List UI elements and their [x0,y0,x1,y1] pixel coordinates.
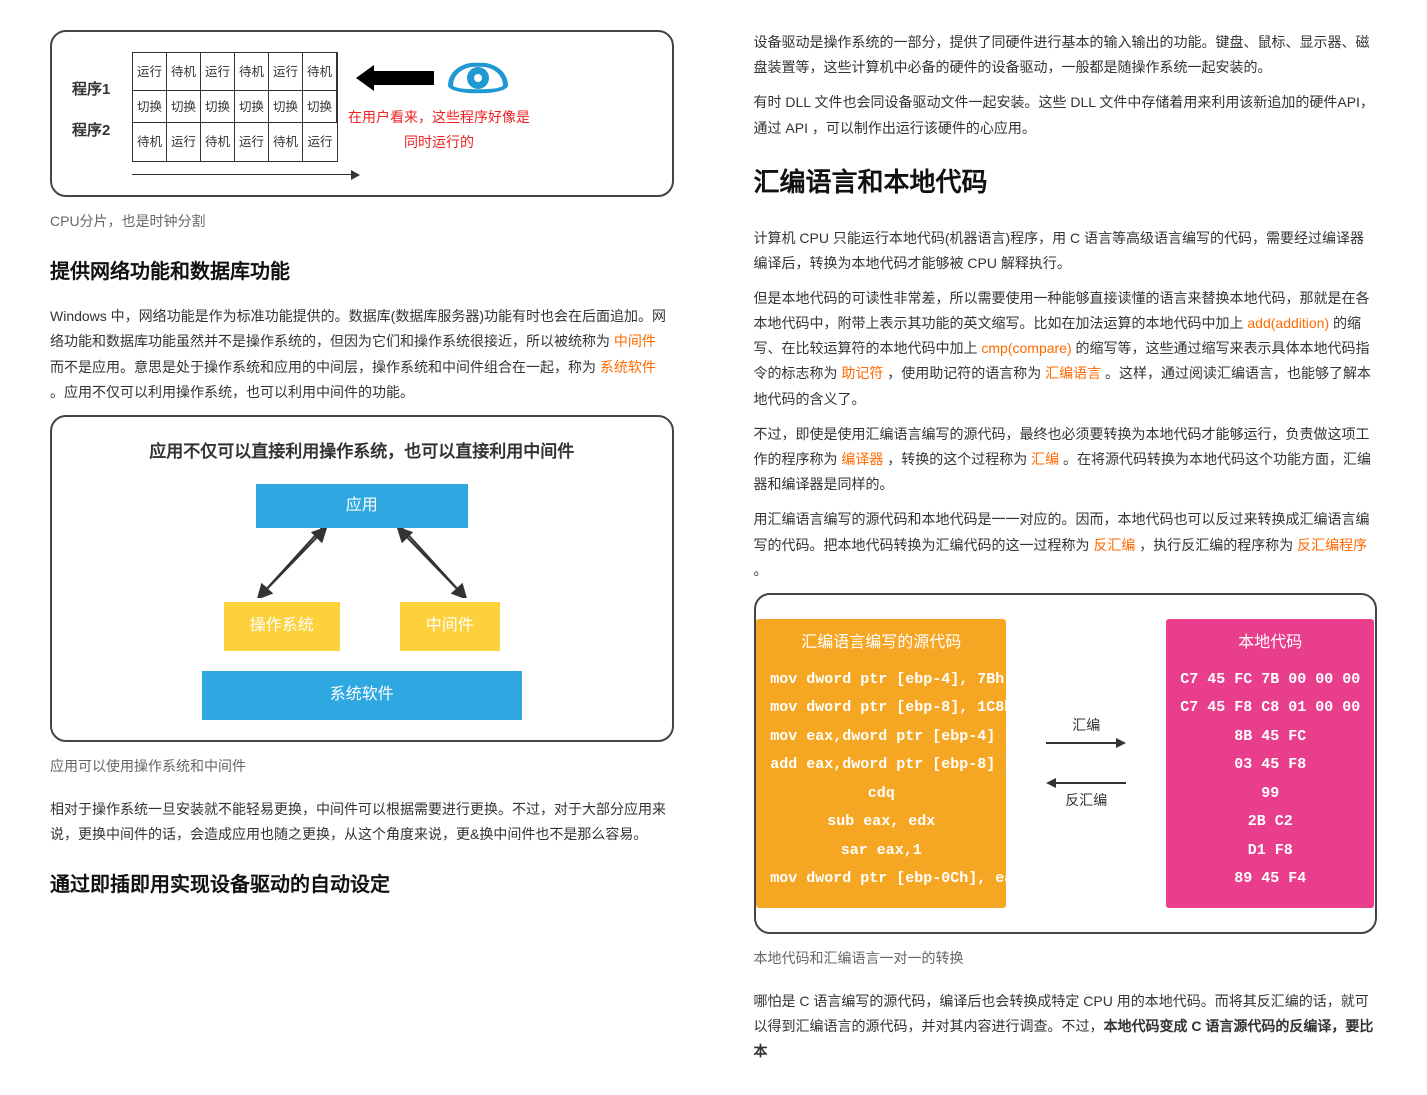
caption-2: 应用可以使用操作系统和中间件 [50,754,674,779]
link-disassembler[interactable]: 反汇编程序 [1297,537,1367,553]
d1-red-note: 在用户看来，这些程序好像是 同时运行的 [348,105,530,155]
paragraph-middleware: Windows 中，网络功能是作为标准功能提供的。数据库(数据库服务器)功能有时… [50,304,674,405]
link-mnemonic[interactable]: 助记符 [841,365,883,381]
link-disassemble[interactable]: 反汇编 [1093,537,1135,553]
paragraph-asm-1: 计算机 CPU 只能运行本地代码(机器语言)程序，用 C 语言等高级语言编写的代… [754,226,1378,276]
link-cmp[interactable]: cmp(compare) [981,340,1071,356]
heading-network-db: 提供网络功能和数据库功能 [50,254,674,290]
d2-sys-box: 系统软件 [202,671,522,720]
d1-prog1-label: 程序1 [72,76,132,103]
d3-mid-bot-label: 反汇编 [1046,788,1126,813]
asm-line: mov dword ptr [ebp-8], 1C8h [770,694,992,723]
link-add[interactable]: add(addition) [1247,315,1329,331]
hex-line: C7 45 F8 C8 01 00 00 [1180,694,1360,723]
asm-line: add eax,dword ptr [ebp-8] [770,751,992,780]
d1-cell: 运行 [201,53,235,91]
diagram-cpu-timeslice: 程序1 程序2 运行待机运行待机运行待机切换切换切换切换切换切换待机运行待机运行… [50,30,674,197]
time-axis-icon [132,174,352,175]
d1-cell: 切换 [167,91,201,123]
d1-cell: 待机 [235,53,269,91]
arrow-right-icon [1046,736,1126,750]
d2-app-box: 应用 [256,484,468,529]
d1-cell: 待机 [201,123,235,161]
asm-line: mov dword ptr [ebp-4], 7Bh [770,666,992,695]
d3-mid-arrows: 汇编 反汇编 [1046,619,1126,908]
big-arrow-left-icon [370,71,434,85]
diagram-asm-native: 汇编语言编写的源代码 mov dword ptr [ebp-4], 7Bhmov… [754,593,1378,934]
hex-line: D1 F8 [1180,837,1360,866]
d3-asm-block: 汇编语言编写的源代码 mov dword ptr [ebp-4], 7Bhmov… [756,619,1006,908]
hex-line: 99 [1180,780,1360,809]
d2-mw-box: 中间件 [400,602,500,651]
link-middleware[interactable]: 中间件 [614,333,656,349]
d2-arrows-icon [202,528,522,598]
d2-title: 应用不仅可以直接利用操作系统，也可以直接利用中间件 [72,437,652,468]
d1-prog2-label: 程序2 [72,117,132,144]
asm-line: cdq [770,780,992,809]
link-compiler[interactable]: 编译器 [841,451,883,467]
paragraph-asm-3: 不过，即使是使用汇编语言编写的源代码，最终也必须要转换为本地代码才能够运行，负责… [754,422,1378,498]
hex-line: 2B C2 [1180,808,1360,837]
d3-native-title: 本地代码 [1180,629,1360,658]
paragraph-asm-5: 哪怕是 C 语言编写的源代码，编译后也会转换成特定 CPU 用的本地代码。而将其… [754,989,1378,1065]
paragraph-dll: 有时 DLL 文件也会同设备驱动文件一起安装。这些 DLL 文件中存储着用来利用… [754,90,1378,140]
link-compile[interactable]: 汇编 [1031,451,1059,467]
right-column: 设备驱动是操作系统的一部分，提供了同硬件进行基本的输入输出的功能。键盘、鼠标、显… [754,20,1378,1075]
d1-cell: 切换 [201,91,235,123]
d1-cell: 运行 [133,53,167,91]
diagram-middleware: 应用不仅可以直接利用操作系统，也可以直接利用中间件 应用 [50,415,674,742]
asm-line: mov eax,dword ptr [ebp-4] [770,723,992,752]
heading-asm-native: 汇编语言和本地代码 [754,159,1378,206]
hex-line: 8B 45 FC [1180,723,1360,752]
link-system-software[interactable]: 系统软件 [600,359,656,375]
d2-os-box: 操作系统 [224,602,340,651]
paragraph-driver: 设备驱动是操作系统的一部分，提供了同硬件进行基本的输入输出的功能。键盘、鼠标、显… [754,30,1378,80]
hex-line: C7 45 FC 7B 00 00 00 [1180,666,1360,695]
d1-cell: 运行 [269,53,303,91]
d3-asm-title: 汇编语言编写的源代码 [770,629,992,658]
paragraph-asm-2: 但是本地代码的可读性非常差，所以需要使用一种能够直接读懂的语言来替换本地代码，那… [754,286,1378,412]
link-assembly[interactable]: 汇编语言 [1045,365,1101,381]
heading-plug-and-play: 通过即插即用实现设备驱动的自动设定 [50,867,674,903]
d1-cell: 待机 [269,123,303,161]
hex-line: 03 45 F8 [1180,751,1360,780]
caption-3: 本地代码和汇编语言一对一的转换 [754,946,1378,971]
d1-cell: 待机 [167,53,201,91]
d1-cell: 运行 [167,123,201,161]
paragraph-mw-swap: 相对于操作系统一旦安装就不能轻易更换，中间件可以根据需要进行更换。不过，对于大部… [50,797,674,847]
d1-cell: 待机 [303,53,337,91]
d1-cell: 运行 [235,123,269,161]
left-column: 程序1 程序2 运行待机运行待机运行待机切换切换切换切换切换切换待机运行待机运行… [50,20,674,1075]
d1-cell: 切换 [133,91,167,123]
asm-line: sar eax,1 [770,837,992,866]
d1-cell: 运行 [303,123,337,161]
d1-cell: 切换 [303,91,337,123]
d1-cell: 切换 [269,91,303,123]
d3-native-block: 本地代码 C7 45 FC 7B 00 00 00C7 45 F8 C8 01 … [1166,619,1374,908]
eye-icon [448,59,508,97]
caption-1: CPU分片，也是时钟分割 [50,209,674,234]
d1-cell: 待机 [133,123,167,161]
d1-cell: 切换 [235,91,269,123]
asm-line: sub eax, edx [770,808,992,837]
d3-mid-top-label: 汇编 [1046,713,1126,738]
paragraph-asm-4: 用汇编语言编写的源代码和本地代码是一一对应的。因而，本地代码也可以反过来转换成汇… [754,507,1378,583]
